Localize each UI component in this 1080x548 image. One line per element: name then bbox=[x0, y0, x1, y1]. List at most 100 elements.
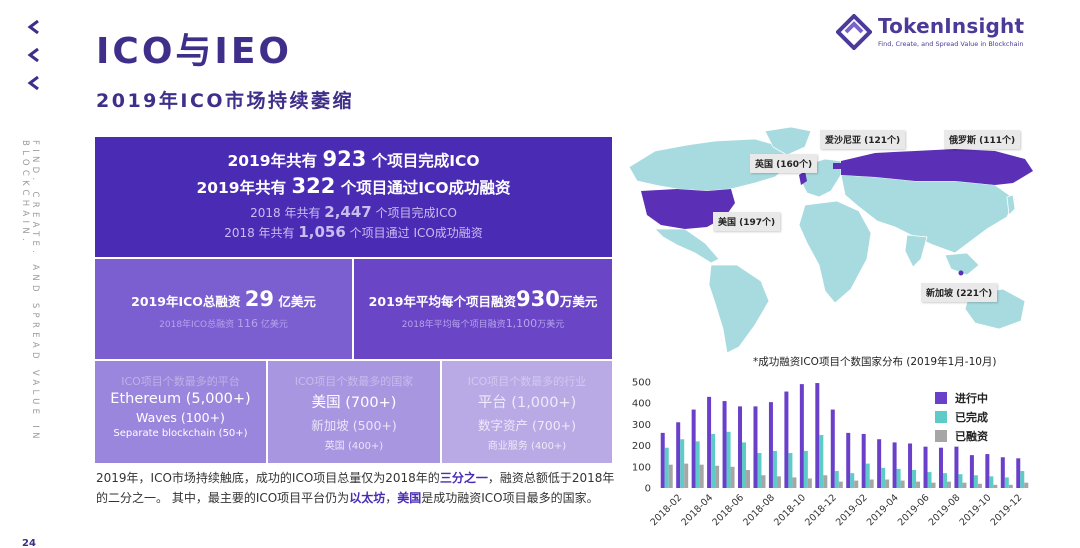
map-label-estonia: 爱沙尼亚 (121个) bbox=[820, 130, 906, 149]
legend-swatch bbox=[935, 410, 947, 423]
summary-line-2: 2019年共有 322 个项目通过ICO成功融资 bbox=[196, 174, 511, 198]
bar bbox=[985, 454, 990, 488]
bar bbox=[664, 447, 669, 488]
logo-mark-icon bbox=[836, 14, 872, 50]
bar bbox=[757, 453, 762, 488]
bar bbox=[912, 469, 917, 488]
summary-line-3: 2018 年共有 2,447 个项目完成ICO bbox=[250, 203, 457, 221]
legend-item-ongoing: 进行中 bbox=[935, 388, 988, 407]
bar bbox=[881, 467, 886, 488]
logo-name: TokenInsight bbox=[878, 14, 1025, 38]
summary-line-1: 2019年共有 923 个项目完成ICO bbox=[227, 147, 480, 171]
bar bbox=[969, 455, 974, 488]
legend-swatch bbox=[935, 429, 947, 442]
top-countries-box: ICO项目个数最多的国家 美国 (700+) 新加坡 (500+) 英国 (40… bbox=[268, 361, 440, 463]
bar bbox=[1000, 457, 1005, 488]
bar bbox=[958, 474, 963, 488]
bar bbox=[846, 432, 851, 488]
bar bbox=[699, 464, 704, 488]
bar bbox=[896, 468, 901, 488]
bar bbox=[803, 450, 808, 488]
bar bbox=[993, 484, 998, 488]
y-tick-label: 0 bbox=[645, 484, 651, 495]
bar bbox=[900, 480, 905, 488]
bar bbox=[792, 477, 797, 488]
bar bbox=[746, 469, 751, 488]
x-tick-label: 2018-12 bbox=[803, 492, 839, 528]
bar bbox=[799, 384, 804, 488]
top-industries-box: ICO项目个数最多的行业 平台 (1,000+) 数字资产 (700+) 商业服… bbox=[442, 361, 612, 463]
tokeninsight-logo: TokenInsight Find, Create, and Spread Va… bbox=[836, 12, 1036, 52]
average-funding-2019: 2019年平均每个项目融资930万美元 bbox=[368, 287, 598, 311]
average-funding-box: 2019年平均每个项目融资930万美元 2018年平均每个项目融资1,100万美… bbox=[354, 259, 612, 359]
chart-legend: 进行中 已完成 已融资 bbox=[935, 388, 988, 445]
legend-label: 进行中 bbox=[955, 391, 988, 405]
bar bbox=[715, 465, 720, 488]
x-tick-label: 2018-02 bbox=[648, 492, 684, 528]
bar bbox=[850, 473, 855, 488]
bar bbox=[726, 431, 731, 488]
top-industry-2: 数字资产 (700+) bbox=[477, 418, 577, 433]
bar bbox=[1024, 482, 1029, 488]
map-label-singapore: 新加坡 (221个) bbox=[921, 283, 998, 302]
average-funding-2018: 2018年平均每个项目融资1,100万美元 bbox=[401, 317, 565, 330]
bar bbox=[668, 464, 673, 488]
bar bbox=[861, 433, 866, 488]
logo-tagline: Find, Create, and Spread Value in Blockc… bbox=[878, 40, 1024, 48]
bar bbox=[1004, 477, 1009, 488]
legend-label: 已融资 bbox=[955, 429, 988, 443]
x-tick-label: 2019-02 bbox=[834, 492, 870, 528]
bar bbox=[916, 481, 921, 488]
top-industries-heading: ICO项目个数最多的行业 bbox=[467, 375, 587, 388]
top-platform-1: Ethereum (5,000+) bbox=[110, 391, 251, 407]
x-tick-label: 2018-04 bbox=[679, 492, 715, 528]
bar bbox=[691, 409, 696, 488]
x-tick-label: 2018-06 bbox=[710, 492, 746, 528]
page-title: ICO与IEO bbox=[96, 31, 293, 72]
bar bbox=[823, 475, 828, 488]
bar bbox=[768, 402, 773, 488]
x-tick-label: 2019-12 bbox=[989, 492, 1025, 528]
chevron-icon bbox=[26, 76, 40, 90]
bar bbox=[711, 433, 716, 488]
top-platforms-heading: ICO项目个数最多的平台 bbox=[121, 375, 240, 388]
top-country-2: 新加坡 (500+) bbox=[311, 418, 397, 433]
bar bbox=[707, 396, 712, 488]
bar bbox=[954, 446, 959, 488]
x-tick-label: 2019-10 bbox=[958, 492, 994, 528]
world-map-graphic bbox=[628, 126, 1033, 354]
top-country-3: 英国 (400+) bbox=[324, 441, 384, 452]
bar bbox=[680, 439, 685, 488]
legend-label: 已完成 bbox=[955, 410, 988, 424]
bar bbox=[938, 447, 943, 488]
top-platforms-box: ICO项目个数最多的平台 Ethereum (5,000+) Waves (10… bbox=[95, 361, 266, 463]
bar bbox=[730, 466, 735, 488]
bar bbox=[761, 475, 766, 488]
x-tick-label: 2019-08 bbox=[927, 492, 963, 528]
legend-item-completed: 已完成 bbox=[935, 407, 988, 426]
bar bbox=[772, 450, 777, 488]
bar bbox=[865, 463, 870, 488]
bar bbox=[838, 481, 843, 488]
page-subtitle: 2019年ICO市场持续萎缩 bbox=[96, 90, 355, 112]
bar bbox=[834, 471, 839, 488]
y-tick-label: 500 bbox=[632, 378, 651, 389]
y-tick-label: 200 bbox=[632, 441, 651, 452]
bar bbox=[931, 482, 936, 488]
bar bbox=[738, 406, 743, 488]
bar bbox=[892, 442, 897, 488]
top-industry-3: 商业服务 (400+) bbox=[487, 441, 567, 452]
y-tick-label: 400 bbox=[632, 399, 651, 410]
bar bbox=[869, 479, 874, 488]
bar bbox=[942, 473, 947, 488]
bar bbox=[1008, 484, 1013, 488]
bar bbox=[807, 478, 812, 488]
bar bbox=[776, 476, 781, 488]
map-caption: *成功融资ICO项目个数国家分布 (2019年1月-10月) bbox=[753, 356, 997, 368]
bar bbox=[989, 476, 994, 488]
x-tick-label: 2019-04 bbox=[865, 492, 901, 528]
map-label-uk: 英国 (160个) bbox=[750, 154, 818, 173]
bar bbox=[977, 483, 982, 488]
bar bbox=[784, 391, 789, 488]
